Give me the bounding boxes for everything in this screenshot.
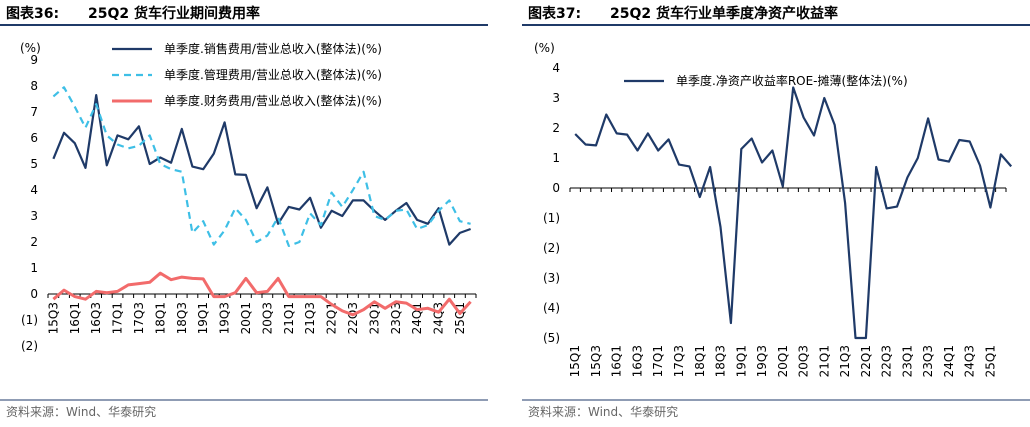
figure-title: 25Q2 货车行业单季度净资产收益率: [610, 5, 838, 22]
x-tick-label: 16Q1: [68, 302, 82, 334]
figure-label: 图表36:: [6, 5, 59, 22]
figure-37-header: 图表37: 25Q2 货车行业单季度净资产收益率: [522, 5, 1030, 26]
chart-series: [574, 86, 1013, 340]
x-tick-label: 23Q1: [900, 345, 914, 377]
legend-label: 单季度.销售费用/营业总收入(整体法)(%): [164, 41, 382, 56]
x-tick-label: 23Q3: [389, 302, 403, 334]
y-tick-label: 5: [30, 157, 38, 171]
y-tick-label: (1): [543, 211, 560, 225]
x-tick-label: 20Q1: [776, 345, 790, 377]
x-tick-label: 19Q1: [734, 345, 748, 377]
y-tick-label: 3: [552, 91, 560, 105]
x-tick-label: 17Q3: [672, 345, 686, 377]
x-tick-label: 20Q1: [239, 302, 253, 334]
x-tick-label: 20Q3: [260, 302, 274, 334]
x-tick-label: 16Q3: [630, 345, 644, 377]
x-tick-label: 18Q1: [153, 302, 167, 334]
y-tick-label: 4: [552, 61, 560, 75]
y-tick-label: 1: [30, 261, 38, 275]
y-unit-label: (%): [20, 41, 41, 55]
y-tick-label: 3: [30, 209, 38, 223]
x-tick-label: 16Q1: [610, 345, 624, 377]
y-tick-label: 9: [30, 53, 38, 67]
x-tick-label: 21Q1: [817, 345, 831, 377]
y-tick-label: 2: [552, 121, 560, 135]
x-tick-label: 17Q1: [651, 345, 665, 377]
series-line: [52, 93, 471, 246]
y-tick-label: 0: [30, 287, 38, 301]
x-tick-label: 21Q3: [303, 302, 317, 334]
x-tick-label: 22Q1: [325, 302, 339, 334]
legend-label: 单季度.财务费用/营业总收入(整体法)(%): [164, 93, 382, 108]
y-tick-label: (1): [21, 313, 38, 327]
x-tick-label: 19Q3: [755, 345, 769, 377]
figure-label: 图表37:: [528, 5, 581, 22]
source-note: 资料来源：Wind、华泰研究: [6, 404, 156, 419]
y-unit-label: (%): [534, 41, 555, 55]
x-tick-label: 15Q1: [568, 345, 582, 377]
x-tick-label: 18Q1: [693, 345, 707, 377]
y-tick-label: 2: [30, 235, 38, 249]
x-tick-label: 17Q1: [111, 302, 125, 334]
chart-quarterly-roe: (%) 4 3 2 1 0 (1) (2) (3) (4) (5) 15Q1 15Q3 16Q1 16Q3…: [534, 41, 1013, 377]
x-tick-label: 17Q3: [132, 302, 146, 334]
x-tick-label: 19Q1: [196, 302, 210, 334]
chart-sales-admin-finance-expense-ratio: (%) 9 8 7 6 5 4 3 2 1 0 (1) (2) 15Q3 16Q1 16Q3 17Q1 17Q3…: [20, 41, 477, 353]
x-tick-label: 22Q3: [346, 302, 360, 334]
x-tick-label: 19Q3: [218, 302, 232, 334]
legend-label: 单季度.净资产收益率ROE-摊薄(整体法)(%): [676, 73, 908, 88]
figure-36-header: 图表36: 25Q2 货车行业期间费用率: [0, 5, 488, 26]
x-tick-label: 25Q1: [983, 345, 997, 377]
chart-legend: 单季度.销售费用/营业总收入(整体法)(%) 单季度.管理费用/营业总收入(整体法…: [112, 41, 382, 108]
x-tick-label: 18Q3: [175, 302, 189, 334]
x-tick-label: 23Q1: [367, 302, 381, 334]
x-tick-label: 22Q1: [859, 345, 873, 377]
x-tick-label: 21Q3: [838, 345, 852, 377]
y-tick-label: 8: [30, 79, 38, 93]
series-line: [52, 86, 471, 247]
y-tick-label: 6: [30, 131, 38, 145]
x-tick-label: 23Q3: [921, 345, 935, 377]
source-note: 资料来源：Wind、华泰研究: [528, 404, 678, 419]
y-tick-label: (5): [543, 331, 560, 345]
x-tick-label: 15Q3: [46, 302, 60, 334]
y-tick-label: (2): [543, 241, 560, 255]
legend-label: 单季度.管理费用/营业总收入(整体法)(%): [164, 67, 382, 82]
chart-legend: 单季度.净资产收益率ROE-摊薄(整体法)(%): [624, 73, 908, 88]
series-line: [52, 271, 472, 317]
chart-axes: 4 3 2 1 0 (1) (2) (3) (4) (5) 15Q1 15Q3 16Q1 16Q3 17Q1…: [543, 61, 1007, 377]
x-tick-label: 22Q3: [880, 345, 894, 377]
figure-title: 25Q2 货车行业期间费用率: [88, 5, 260, 22]
y-tick-label: (3): [543, 271, 560, 285]
chart-series: [52, 86, 472, 317]
y-tick-label: (4): [543, 301, 560, 315]
y-tick-label: 1: [552, 151, 560, 165]
x-tick-label: 15Q3: [589, 345, 603, 377]
x-tick-label: 16Q3: [89, 302, 103, 334]
x-tick-label: 24Q1: [942, 345, 956, 377]
y-tick-label: 7: [30, 105, 38, 119]
x-tick-label: 24Q3: [963, 345, 977, 377]
x-tick-label: 21Q1: [282, 302, 296, 334]
y-tick-label: 0: [552, 181, 560, 195]
x-tick-label: 20Q3: [797, 345, 811, 377]
series-line: [574, 86, 1013, 340]
chart-axes: 9 8 7 6 5 4 3 2 1 0 (1) (2) 15Q3 16Q1 16Q3 17Q1 17Q3 18Q1…: [21, 53, 477, 353]
y-tick-label: (2): [21, 339, 38, 353]
x-tick-label: 18Q3: [714, 345, 728, 377]
y-tick-label: 4: [30, 183, 38, 197]
